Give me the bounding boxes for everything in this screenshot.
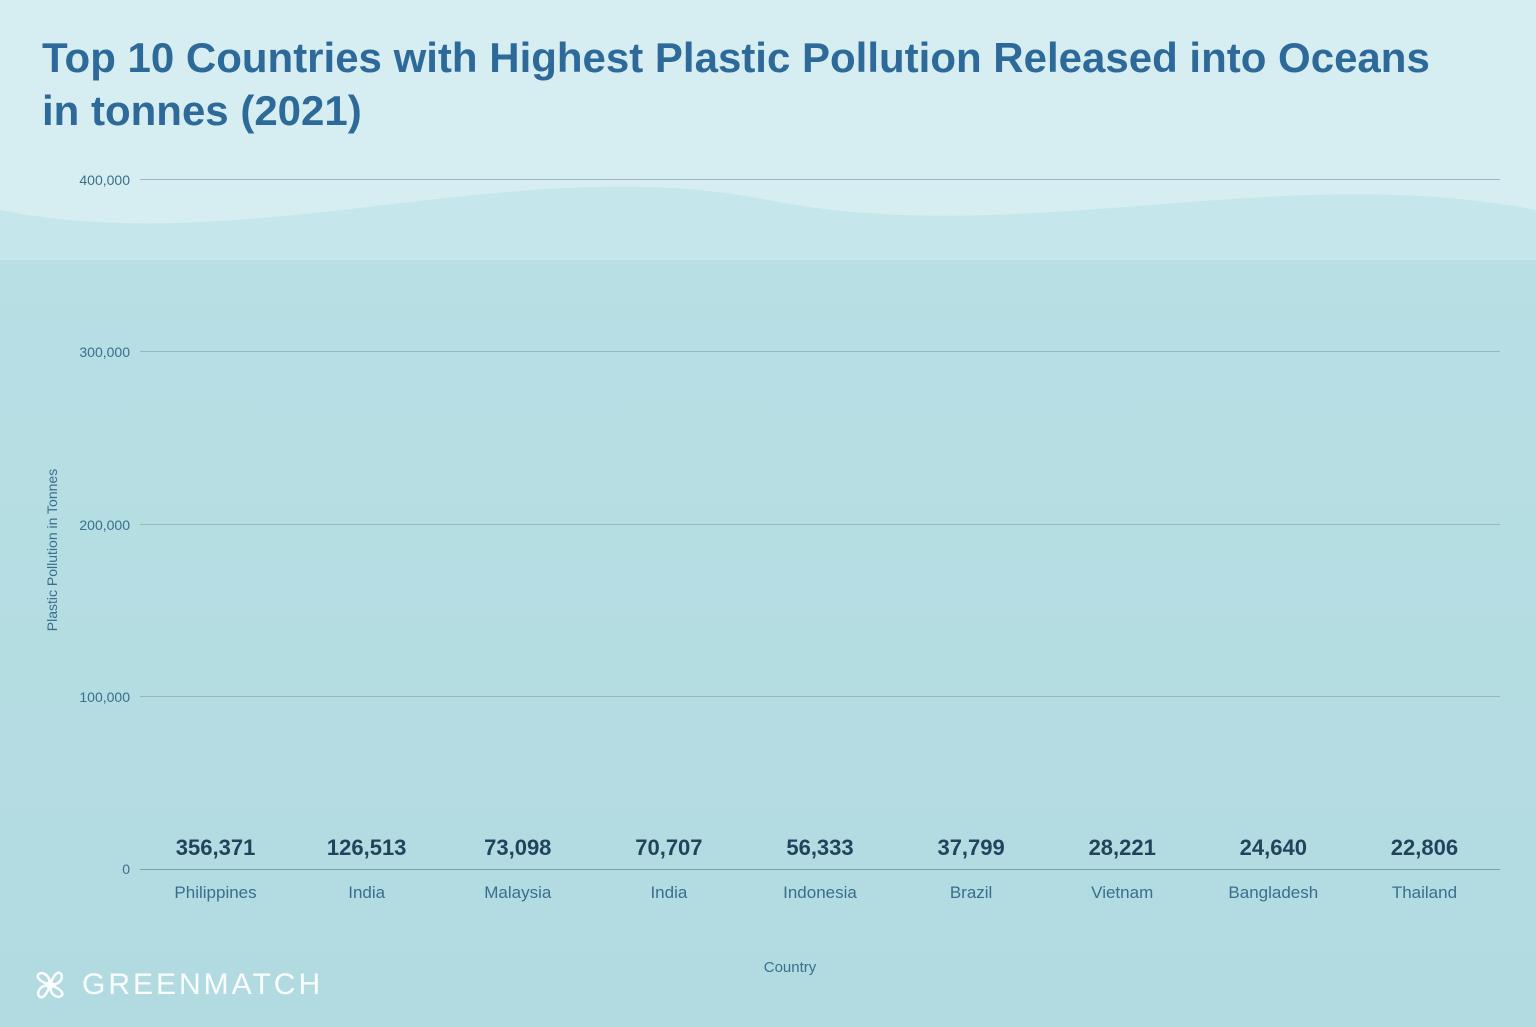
y-axis-label: Plastic Pollution in Tonnes xyxy=(44,469,60,631)
bar-value-label: 24,640 xyxy=(1240,835,1307,861)
bar-value-label: 37,799 xyxy=(937,835,1004,861)
gridline xyxy=(140,696,1500,697)
bar-value-label: 28,221 xyxy=(1089,835,1156,861)
y-tick-label: 300,000 xyxy=(70,344,140,360)
bar-thailand: 22,806Thailand xyxy=(1349,835,1500,869)
plot-area: 356,371Philippines126,513India73,098Mala… xyxy=(140,180,1500,870)
y-tick-label: 100,000 xyxy=(70,689,140,705)
x-tick-label: Philippines xyxy=(174,883,256,903)
bar-bangladesh: 24,640Bangladesh xyxy=(1198,835,1349,869)
y-tick-label: 400,000 xyxy=(70,172,140,188)
gridline xyxy=(140,179,1500,180)
bar-malaysia: 73,098Malaysia xyxy=(442,835,593,869)
chart-title: Top 10 Countries with Highest Plastic Po… xyxy=(42,32,1476,137)
brand-name: GREENMATCH xyxy=(82,968,323,1002)
bar-value-label: 56,333 xyxy=(786,835,853,861)
bar-value-label: 126,513 xyxy=(327,835,407,861)
bar-chart: Plastic Pollution in Tonnes 356,371Phili… xyxy=(80,170,1500,930)
fan-icon xyxy=(30,965,70,1005)
x-tick-label: Vietnam xyxy=(1091,883,1153,903)
bar-indonesia: 56,333Indonesia xyxy=(744,835,895,869)
x-tick-label: India xyxy=(650,883,687,903)
bar-india: 70,707India xyxy=(593,835,744,869)
x-tick-label: Brazil xyxy=(950,883,993,903)
x-tick-label: Bangladesh xyxy=(1228,883,1318,903)
bar-value-label: 70,707 xyxy=(635,835,702,861)
bar-value-label: 356,371 xyxy=(176,835,256,861)
infographic-page: Top 10 Countries with Highest Plastic Po… xyxy=(0,0,1536,1027)
gridline xyxy=(140,351,1500,352)
bar-brazil: 37,799Brazil xyxy=(896,835,1047,869)
bar-india: 126,513India xyxy=(291,835,442,869)
bars-container: 356,371Philippines126,513India73,098Mala… xyxy=(140,180,1500,869)
bar-vietnam: 28,221Vietnam xyxy=(1047,835,1198,869)
bar-philippines: 356,371Philippines xyxy=(140,835,291,869)
brand-logo-lockup: GREENMATCH xyxy=(30,965,323,1005)
bar-value-label: 22,806 xyxy=(1391,835,1458,861)
x-axis-label: Country xyxy=(764,959,817,976)
y-tick-label: 200,000 xyxy=(70,517,140,533)
x-tick-label: Malaysia xyxy=(484,883,551,903)
x-tick-label: Indonesia xyxy=(783,883,857,903)
y-tick-label: 0 xyxy=(70,861,140,877)
bar-value-label: 73,098 xyxy=(484,835,551,861)
gridline xyxy=(140,524,1500,525)
x-tick-label: Thailand xyxy=(1392,883,1457,903)
x-tick-label: India xyxy=(348,883,385,903)
